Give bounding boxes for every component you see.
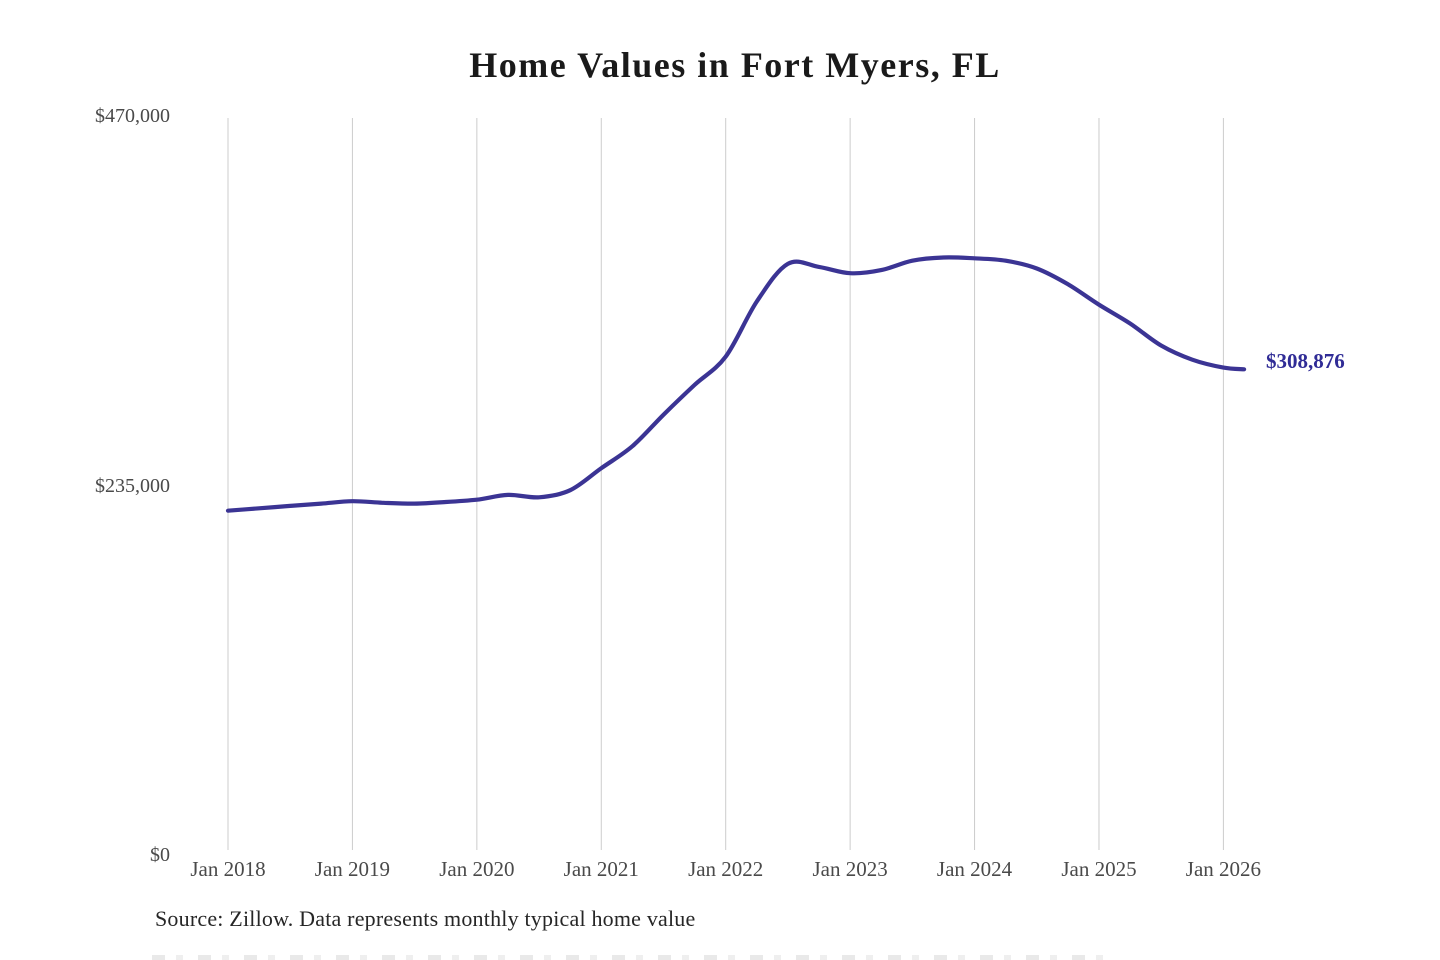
- x-tick-label: Jan 2024: [936, 857, 1013, 881]
- x-tick-label: Jan 2021: [563, 857, 639, 881]
- x-tick-label: Jan 2020: [439, 857, 515, 881]
- y-tick-label: $470,000: [95, 105, 170, 127]
- x-tick-label: Jan 2022: [688, 857, 764, 881]
- home-value-line: [225, 255, 1247, 513]
- x-tick-label: Jan 2026: [1185, 857, 1262, 881]
- year-gridlines: [227, 118, 1224, 850]
- cropped-bottom-text-remnant: [152, 955, 1112, 960]
- y-tick-label: $0: [150, 844, 170, 866]
- x-tick-label: Jan 2023: [812, 857, 888, 881]
- x-tick-label: Jan 2019: [314, 857, 391, 881]
- source-note: Source: Zillow. Data represents monthly …: [155, 906, 696, 931]
- x-tick-label: Jan 2025: [1061, 857, 1137, 881]
- chart-title: Home Values in Fort Myers, FL: [469, 45, 1001, 85]
- y-tick-label: $235,000: [95, 474, 170, 497]
- x-tick-label: Jan 2018: [190, 857, 266, 881]
- current-value-label: $308,876: [1266, 349, 1345, 373]
